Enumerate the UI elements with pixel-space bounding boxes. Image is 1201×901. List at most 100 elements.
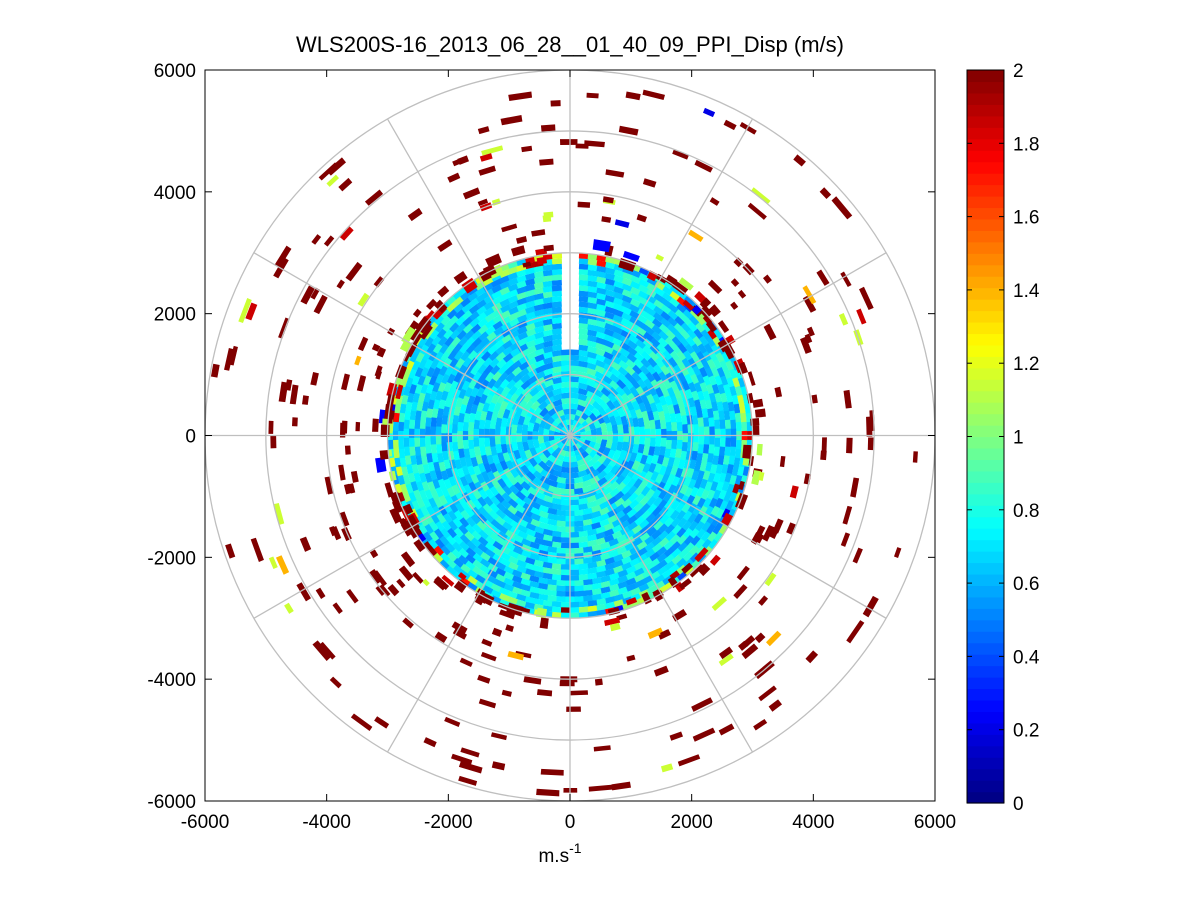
dense-cell xyxy=(618,366,629,377)
dense-cell xyxy=(593,394,604,405)
colorbar-band xyxy=(967,677,1004,690)
sparse-cell xyxy=(831,196,853,220)
dense-cell xyxy=(464,506,475,518)
sparse-cell xyxy=(758,471,765,481)
dense-cell xyxy=(647,410,655,421)
dense-cell xyxy=(691,343,702,355)
dense-cell xyxy=(710,505,720,517)
sparse-cell xyxy=(605,169,625,178)
dense-cell xyxy=(670,554,682,566)
dense-cell xyxy=(511,366,523,377)
dense-cell xyxy=(575,443,582,450)
colorbar-band xyxy=(967,390,1004,403)
colorbar-band xyxy=(967,276,1004,289)
dense-cell xyxy=(546,507,558,516)
dense-cell xyxy=(499,400,509,411)
dense-cell xyxy=(630,275,642,285)
dense-cell xyxy=(661,569,673,580)
dense-cell xyxy=(455,357,466,369)
dense-cell xyxy=(551,339,562,346)
sparse-cell xyxy=(738,640,749,651)
dense-cell xyxy=(578,355,589,363)
dense-cell xyxy=(660,364,671,376)
sparse-cell xyxy=(354,355,362,366)
dense-cell xyxy=(570,392,580,399)
dense-cell xyxy=(639,454,648,466)
dense-cell xyxy=(616,481,627,493)
dense-cell xyxy=(533,565,544,573)
edge-cell xyxy=(738,480,745,491)
dense-cell xyxy=(538,407,549,418)
dense-cell xyxy=(614,504,626,514)
dense-cell xyxy=(439,307,451,319)
dense-cell xyxy=(542,318,554,326)
dense-cell xyxy=(471,329,483,341)
sparse-cell xyxy=(625,91,641,101)
dense-cell xyxy=(551,574,562,581)
dense-cell xyxy=(610,367,622,378)
dense-cell xyxy=(525,528,537,537)
dense-cell xyxy=(713,328,724,341)
dense-cell xyxy=(471,552,484,563)
dense-cell xyxy=(656,565,668,577)
colorbar-band xyxy=(967,218,1004,231)
dense-cell xyxy=(598,512,610,522)
dense-cell xyxy=(394,456,402,468)
colorbar-band xyxy=(967,344,1004,357)
dense-cell xyxy=(706,453,714,464)
dense-cell xyxy=(421,480,430,492)
dense-cell xyxy=(496,358,507,369)
sparse-cell xyxy=(270,435,277,449)
edge-cell xyxy=(682,299,694,311)
dense-cell xyxy=(708,497,718,509)
dense-cell xyxy=(422,350,432,362)
dense-cell xyxy=(415,454,423,466)
sparse-cell xyxy=(434,631,448,643)
dense-cell xyxy=(457,547,469,559)
dense-cell xyxy=(438,461,446,472)
dense-cell xyxy=(677,541,688,553)
dense-cell xyxy=(643,378,654,389)
dense-cell xyxy=(699,478,708,490)
colorbar-band xyxy=(967,173,1004,186)
dense-cell xyxy=(577,611,589,619)
dense-cell xyxy=(628,334,640,345)
dense-cell xyxy=(666,473,676,485)
dense-cell xyxy=(578,290,589,297)
dense-cell xyxy=(524,399,534,411)
dense-cell xyxy=(475,454,483,465)
dense-cell xyxy=(736,466,745,478)
dense-cell xyxy=(560,370,571,377)
sparse-cell xyxy=(477,674,491,684)
dense-cell xyxy=(505,400,515,411)
dense-cell xyxy=(595,427,603,436)
dense-cell xyxy=(464,553,476,564)
dense-cell xyxy=(600,393,611,404)
dense-cell xyxy=(480,378,490,390)
dense-cell xyxy=(615,474,626,486)
dense-cell xyxy=(534,446,544,457)
dense-cell xyxy=(636,462,646,474)
dense-cell xyxy=(589,475,601,485)
dense-cell xyxy=(604,562,615,571)
dense-cell xyxy=(573,558,584,565)
dense-cell xyxy=(662,379,673,390)
dense-cell xyxy=(569,569,580,576)
dense-cell xyxy=(528,541,540,550)
dense-cell xyxy=(518,348,530,359)
dense-cell xyxy=(619,520,631,530)
sparse-cell xyxy=(804,333,813,344)
dense-cell xyxy=(582,546,593,554)
dense-cell xyxy=(607,392,618,404)
dense-cell xyxy=(633,561,645,571)
sparse-cell xyxy=(730,278,740,287)
dense-cell xyxy=(533,463,544,474)
dense-cell xyxy=(569,494,580,501)
dense-cell xyxy=(668,357,679,369)
dense-cell xyxy=(639,426,646,436)
dense-cell xyxy=(664,343,675,355)
dense-cell xyxy=(642,344,654,356)
sparse-cell xyxy=(355,421,361,432)
dense-cell xyxy=(546,557,557,564)
sparse-cell xyxy=(737,289,747,299)
